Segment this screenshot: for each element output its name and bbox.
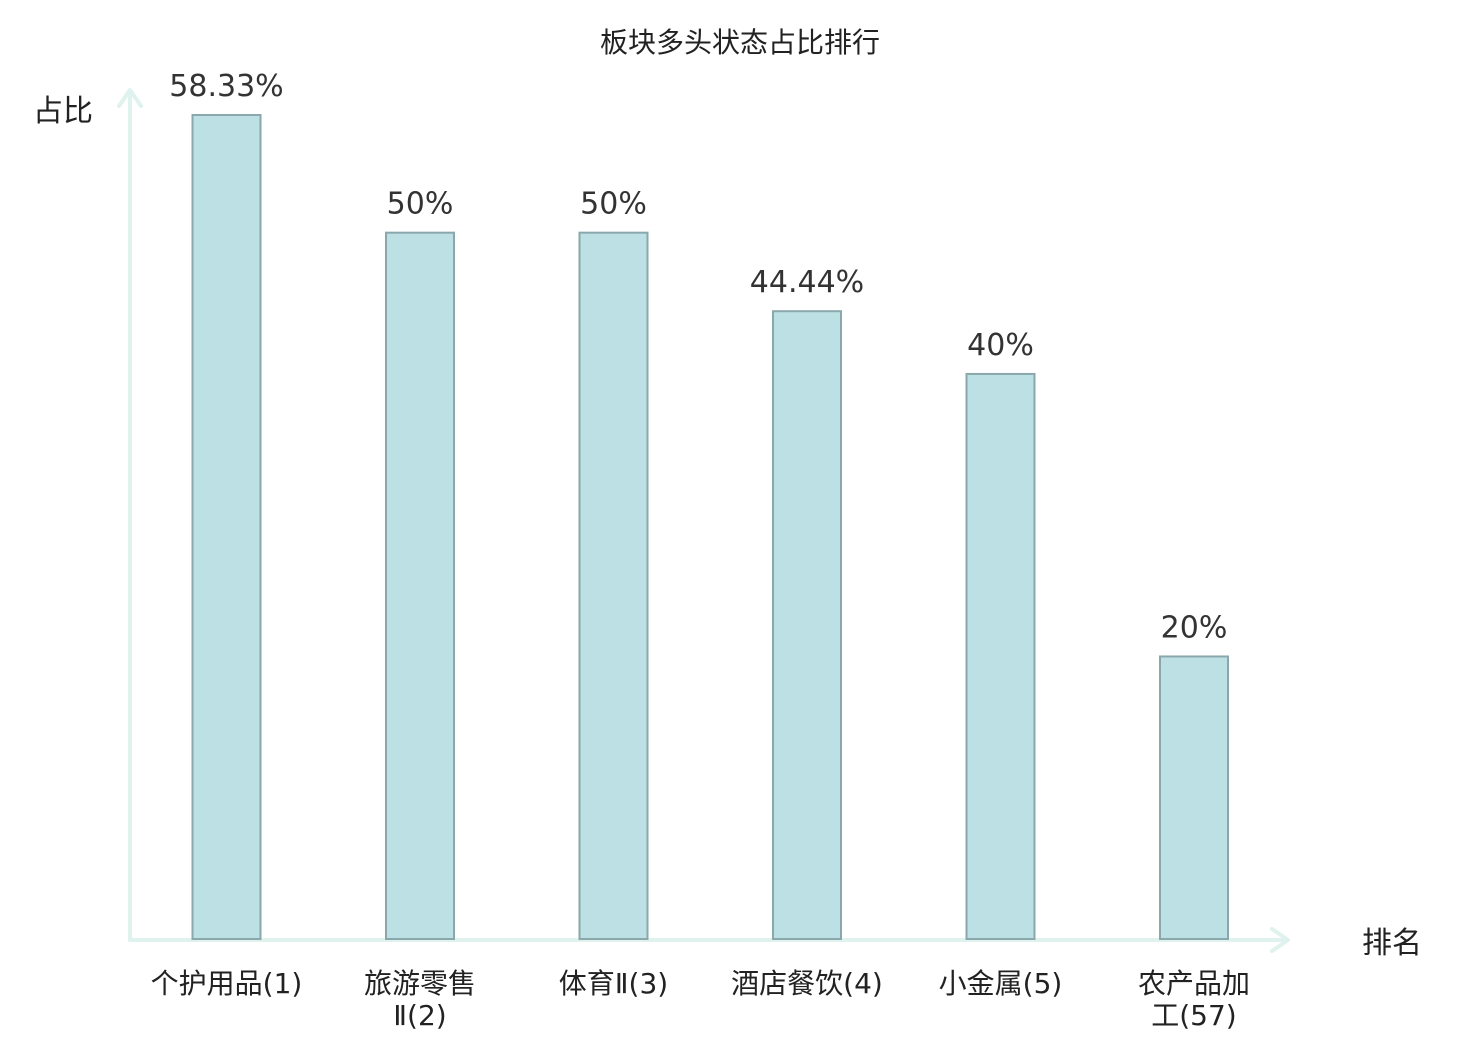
bar — [772, 310, 842, 940]
category-label: 小金属(5) — [939, 967, 1063, 1000]
category-label: 个护用品(1) — [151, 967, 303, 1000]
x-axis-label: 排名 — [1362, 926, 1422, 961]
bar — [965, 372, 1036, 940]
y-axis-arrow — [117, 88, 143, 108]
bar — [191, 114, 262, 940]
value-labels-group: 58.33% 50% 50% 44.44% 40% 20% — [169, 69, 1227, 645]
bar-value-label: 40% — [967, 328, 1034, 363]
bar — [578, 231, 649, 940]
bar-value-label: 50% — [387, 187, 454, 222]
category-label: 工(57) — [1151, 999, 1236, 1032]
chart-title: 板块多头状态占比排行 — [600, 26, 880, 59]
bar-value-label: 50% — [580, 187, 647, 222]
category-label: 体育Ⅱ(3) — [559, 967, 668, 1000]
y-axis-label: 占比 — [33, 94, 93, 129]
bars-group — [191, 114, 1229, 940]
x-axis-arrow — [1270, 927, 1290, 953]
category-label: Ⅱ(2) — [393, 999, 446, 1032]
bar-value-label: 44.44% — [750, 265, 864, 300]
category-label: 酒店餐饮(4) — [731, 967, 883, 1000]
bar-value-label: 58.33% — [169, 69, 283, 104]
category-label: 农产品加 — [1138, 967, 1250, 1000]
bar — [1159, 655, 1229, 940]
category-label: 旅游零售 — [364, 967, 476, 1000]
bar-value-label: 20% — [1161, 610, 1228, 645]
bar — [385, 231, 455, 940]
